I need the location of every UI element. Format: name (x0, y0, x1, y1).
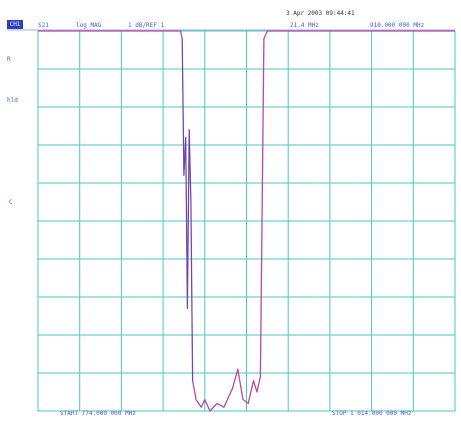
scale-label: 1 dB/REF 1 (128, 22, 165, 29)
left-label-mid: hld (7, 97, 18, 104)
trace-line-skirt (181, 38, 193, 381)
channel-badge[interactable]: CH1 (7, 20, 23, 29)
format-label: log MAG (76, 22, 102, 29)
start-frequency: START 774.000 000 MHz (60, 410, 136, 417)
left-label-top: R (7, 56, 11, 63)
marker-readout: 21.4 MHz (290, 22, 319, 29)
left-label-lower: C (9, 199, 13, 206)
timestamp: 3 Apr 2003 09:44:41 (286, 10, 355, 17)
marker-frequency: 910.000 000 MHz (370, 22, 425, 29)
channel-param: S21 (38, 22, 49, 29)
stop-frequency: STOP 1 014.000 000 MHz (332, 410, 412, 417)
